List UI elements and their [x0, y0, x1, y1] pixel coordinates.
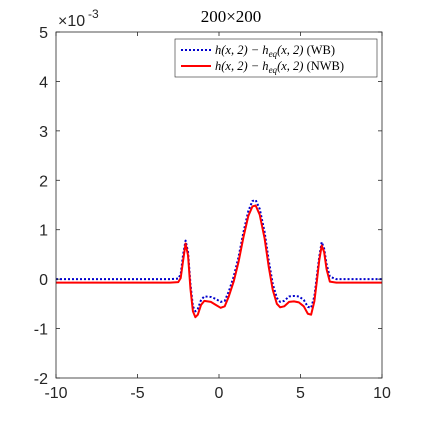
series-line-nwb: [56, 204, 382, 319]
multiplier-exponent: -3: [88, 7, 99, 21]
x-tick-label: -10: [44, 385, 67, 402]
x-tick-label: 10: [373, 385, 391, 402]
y-tick-label: -1: [34, 322, 48, 339]
chart-title: 200×200: [201, 7, 262, 26]
y-tick-label: 3: [39, 124, 48, 141]
y-tick-label: 1: [39, 223, 48, 240]
legend-label-wb: h(x, 2) − heq(x, 2) (WB): [215, 43, 335, 59]
plot-background: [56, 32, 382, 378]
x-tick-label: 0: [215, 385, 224, 402]
y-tick-label: 4: [39, 74, 48, 91]
multiplier-base: ×10: [58, 13, 85, 30]
y-tick-label: 5: [39, 25, 48, 42]
x-tick-label: -5: [130, 385, 144, 402]
plot-area: [56, 32, 382, 378]
y-tick-label: 2: [39, 173, 48, 190]
legend-box: [174, 38, 378, 78]
x-tick-label: 5: [296, 385, 305, 402]
legend-label-nwb: h(x, 2) − heq(x, 2) (NWB): [215, 59, 344, 75]
y-tick-label: -2: [34, 371, 48, 388]
series-layer: [56, 199, 382, 319]
y-tick-label: 0: [39, 272, 48, 289]
y-axis-multiplier: ×10 -3: [58, 7, 99, 30]
legend: h(x, 2) − heq(x, 2) (WB)h(x, 2) − heq(x,…: [174, 38, 378, 78]
